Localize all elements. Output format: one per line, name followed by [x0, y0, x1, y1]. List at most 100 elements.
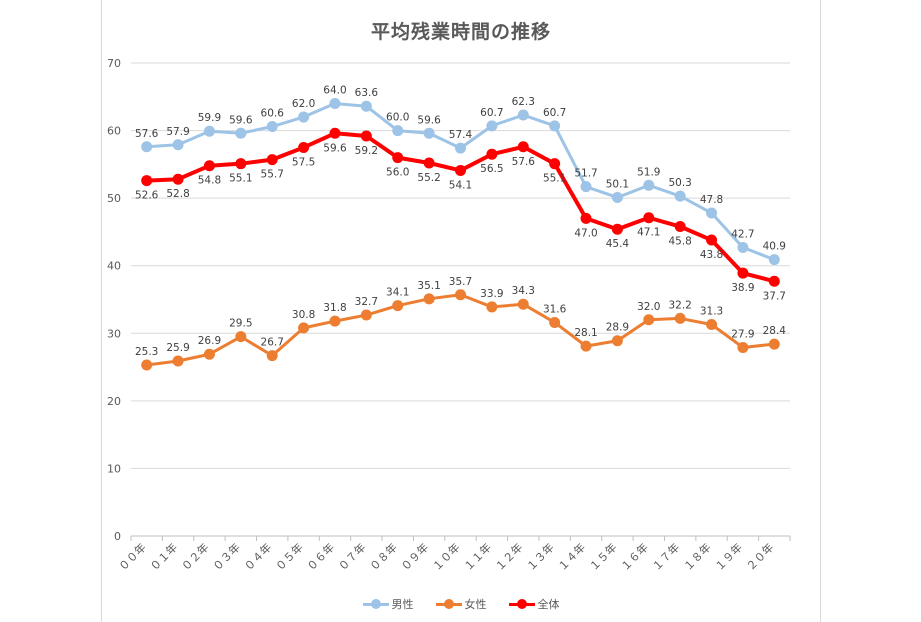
data-point	[235, 331, 247, 343]
data-label: 25.9	[166, 342, 189, 354]
data-point	[141, 175, 153, 187]
x-tick-label: １７年	[649, 540, 682, 573]
data-label: 45.4	[606, 238, 630, 250]
data-label: 28.1	[574, 327, 597, 339]
data-label: 28.4	[763, 325, 787, 337]
data-label: 56.0	[386, 167, 409, 179]
y-tick-label: 20	[107, 395, 121, 408]
x-tick-label: ０６年	[304, 540, 337, 573]
data-point	[298, 141, 310, 153]
data-point	[423, 293, 435, 305]
data-point	[360, 130, 372, 142]
x-tick-label: ０５年	[272, 540, 305, 573]
data-point	[329, 98, 341, 110]
x-tick-label: ０２年	[178, 540, 211, 573]
data-point	[172, 139, 184, 151]
data-label: 57.6	[512, 156, 536, 168]
data-point	[455, 289, 466, 301]
data-point	[737, 267, 749, 279]
data-label: 62.0	[292, 98, 315, 110]
data-label: 62.3	[512, 96, 535, 108]
x-tick-label: ０４年	[241, 540, 274, 573]
data-label: 32.0	[637, 301, 660, 313]
data-point	[266, 121, 278, 133]
data-point	[706, 234, 718, 246]
data-label: 63.6	[355, 87, 379, 99]
data-label: 55.2	[417, 172, 440, 184]
data-label: 31.8	[323, 302, 346, 314]
data-point	[392, 300, 404, 312]
legend-item-female[interactable]: 女性	[435, 596, 487, 612]
data-label: 60.7	[543, 107, 566, 119]
data-point	[329, 127, 341, 139]
data-label: 31.6	[543, 303, 567, 315]
data-point	[266, 154, 278, 166]
data-point	[203, 160, 215, 172]
data-label: 52.8	[166, 188, 189, 200]
data-point	[517, 109, 529, 121]
data-label: 47.1	[637, 227, 660, 239]
data-label: 51.9	[637, 166, 660, 178]
data-point	[203, 125, 215, 137]
data-point	[580, 340, 592, 352]
data-label: 35.7	[449, 276, 472, 288]
data-point	[549, 158, 561, 170]
x-tick-label: １８年	[680, 540, 713, 573]
data-label: 51.7	[574, 168, 597, 180]
data-point	[549, 316, 561, 328]
y-tick-label: 0	[114, 530, 121, 543]
x-tick-label: ０３年	[210, 540, 243, 573]
data-label: 42.7	[731, 228, 754, 240]
x-tick-label: ０８年	[367, 540, 400, 573]
data-point	[643, 314, 655, 326]
data-label: 33.9	[480, 288, 503, 300]
data-label: 37.7	[763, 290, 786, 302]
x-tick-label: １３年	[524, 540, 557, 573]
legend-swatch-female	[435, 598, 462, 609]
y-tick-label: 40	[107, 260, 121, 273]
legend-swatch-total	[508, 598, 535, 609]
data-label: 50.3	[668, 177, 691, 189]
legend-label-total: 全体	[537, 598, 560, 611]
data-point	[360, 309, 372, 321]
x-tick-label: １４年	[555, 540, 588, 573]
data-point	[455, 142, 466, 154]
data-point	[392, 125, 404, 137]
data-point	[706, 207, 718, 219]
data-point	[298, 111, 310, 123]
data-label: 64.0	[323, 85, 346, 97]
data-point	[674, 312, 686, 324]
data-point	[329, 315, 341, 327]
data-point	[235, 158, 247, 170]
x-tick-label: ０９年	[398, 540, 431, 573]
legend-item-total[interactable]: 全体	[508, 596, 560, 612]
x-tick-label: １２年	[492, 540, 525, 573]
data-point	[423, 127, 435, 139]
legend-label-female: 女性	[464, 598, 487, 611]
data-point	[768, 275, 780, 287]
data-label: 59.9	[198, 112, 221, 124]
data-label: 54.1	[449, 179, 472, 191]
x-tick-label: ０７年	[335, 540, 368, 573]
data-point	[611, 223, 623, 235]
data-point	[768, 338, 780, 350]
data-point	[549, 120, 561, 132]
x-tick-label: １９年	[712, 540, 745, 573]
data-point	[141, 359, 153, 371]
data-label: 60.6	[261, 108, 285, 120]
data-point	[235, 127, 247, 139]
x-tick-label: ００年	[116, 540, 149, 573]
data-point	[298, 322, 310, 334]
data-point	[392, 152, 404, 164]
data-label: 60.0	[386, 112, 409, 124]
data-point	[423, 157, 435, 169]
data-point	[455, 164, 466, 176]
data-label: 47.8	[700, 194, 723, 206]
data-label: 28.9	[606, 322, 629, 334]
data-label: 40.9	[763, 241, 786, 253]
data-label: 60.7	[480, 107, 503, 119]
data-label: 34.1	[386, 287, 409, 299]
legend-item-male[interactable]: 男性	[362, 596, 414, 612]
y-tick-label: 10	[107, 462, 121, 475]
